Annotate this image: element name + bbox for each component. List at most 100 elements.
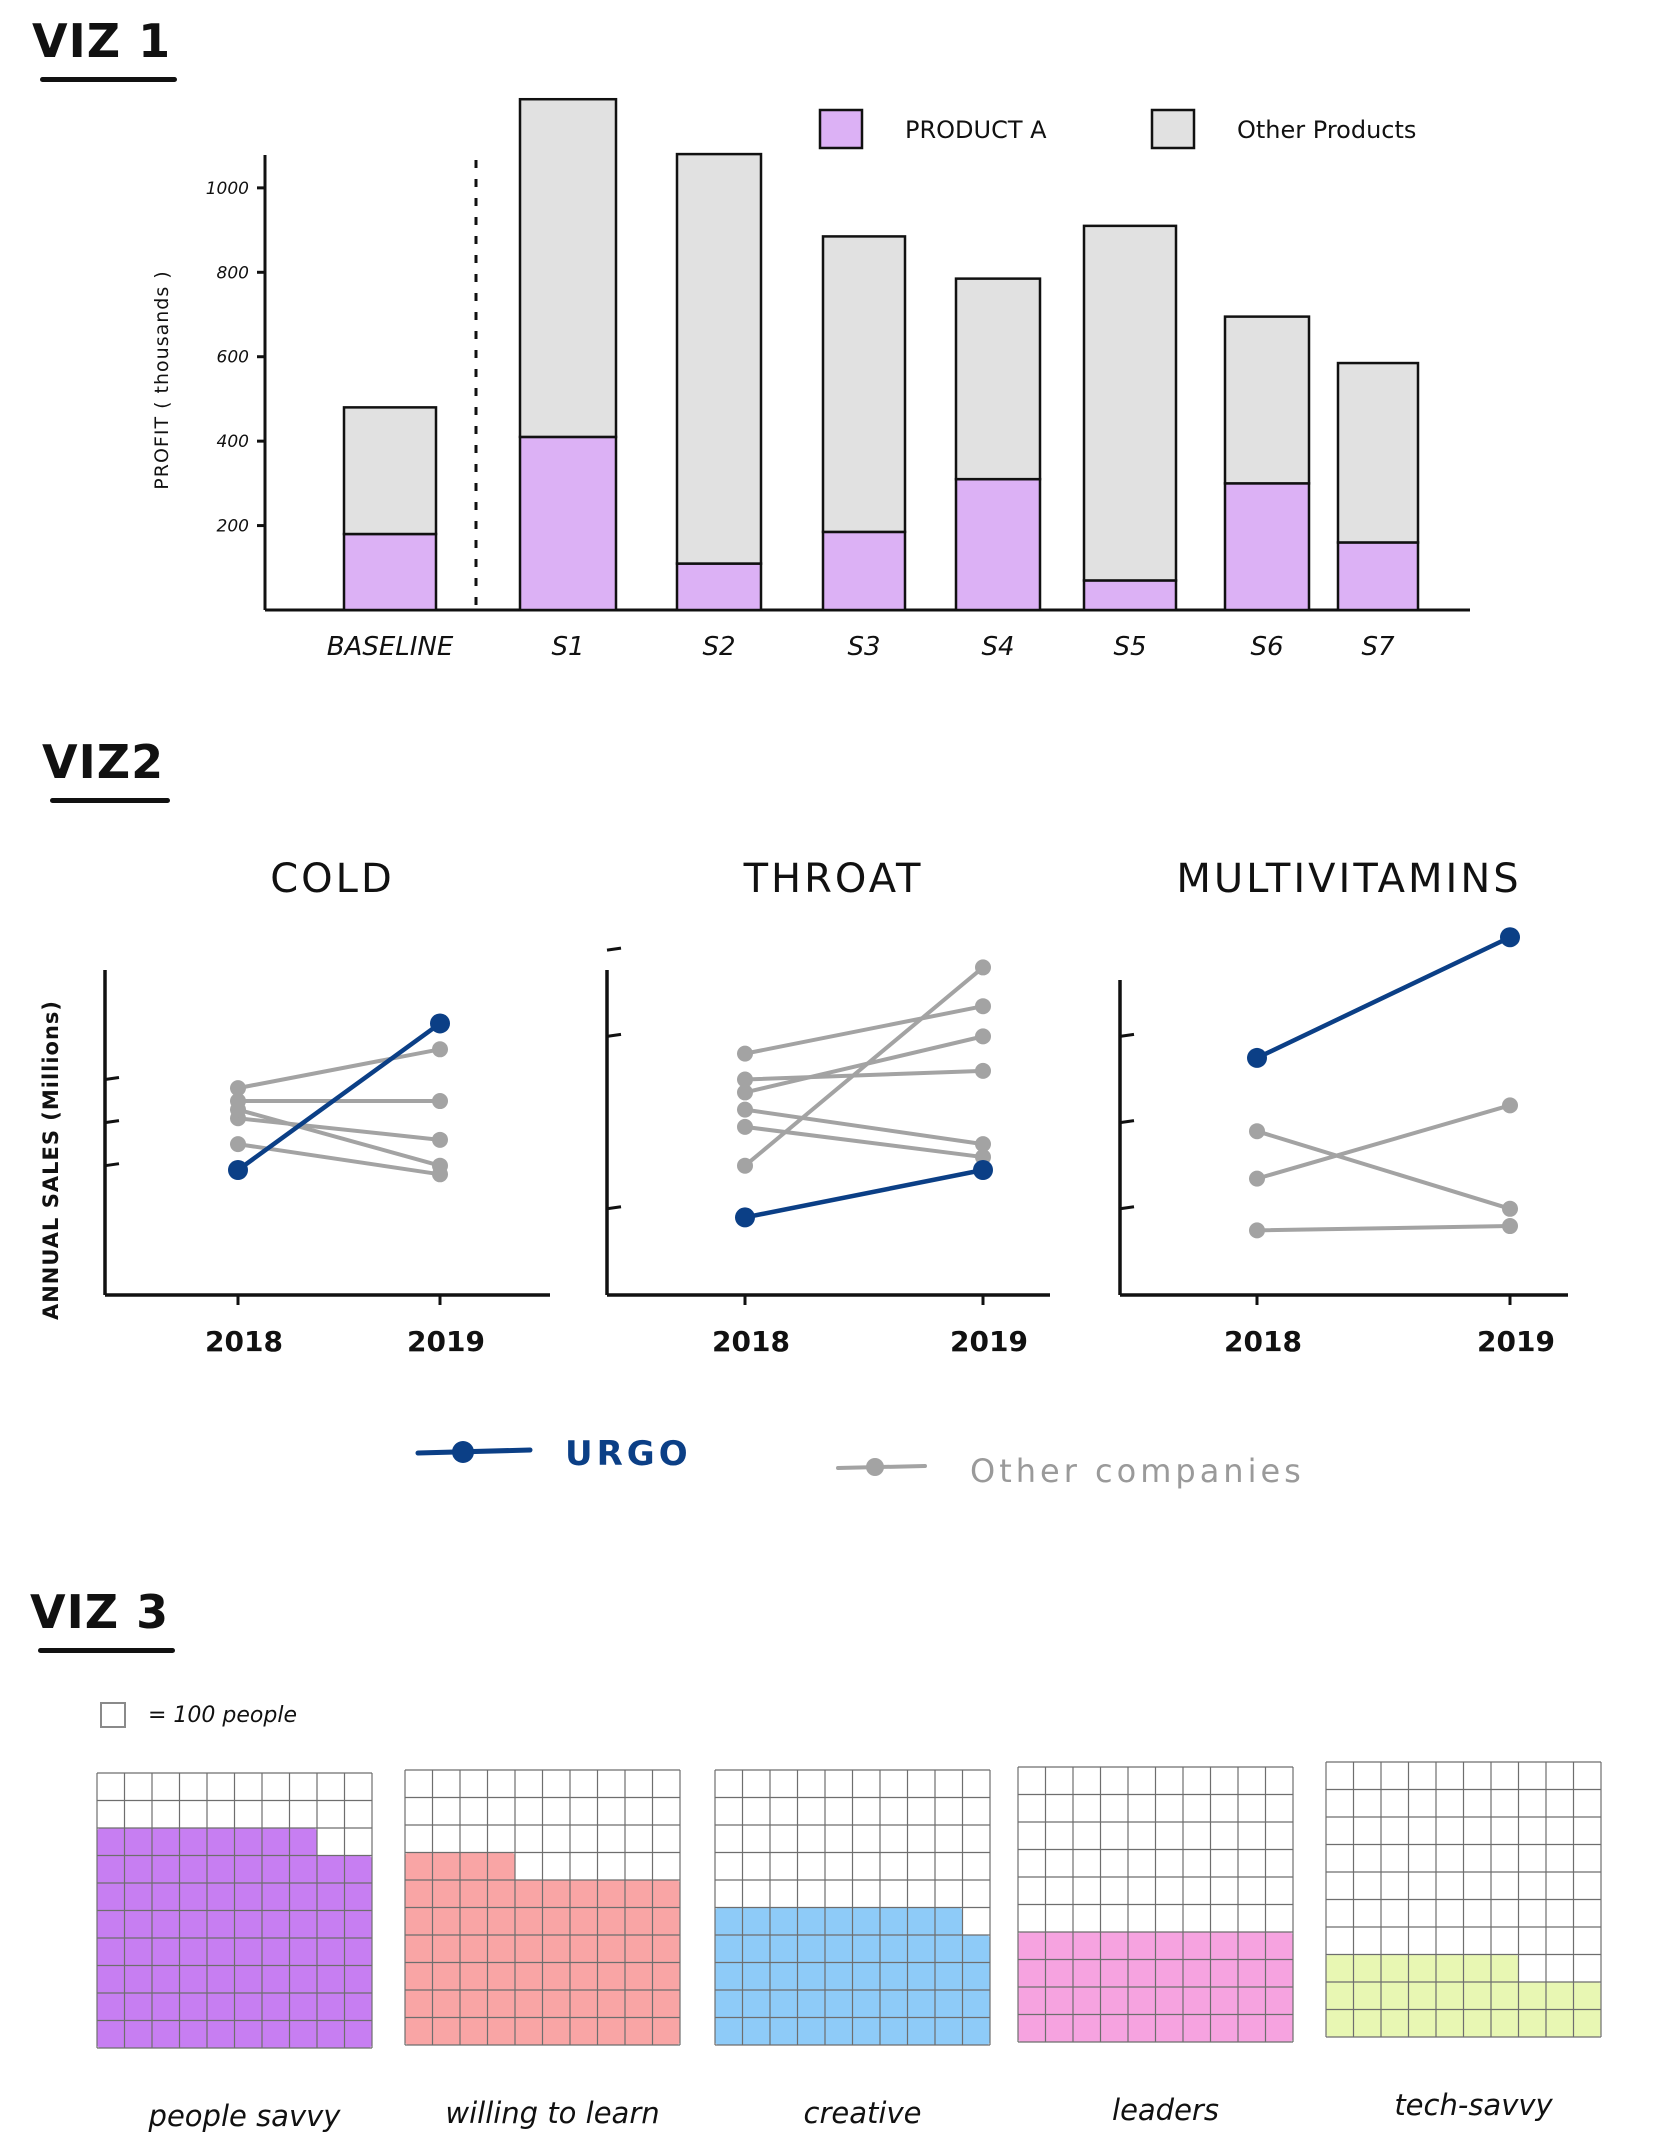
bar-other-products-s5 — [1082, 224, 1178, 582]
legend-label-other-products: Other Products — [1237, 116, 1416, 144]
line-throat-urgo — [742, 1167, 986, 1220]
bar-other-products-s1 — [518, 97, 618, 439]
line-cold-other-4 — [236, 1107, 442, 1168]
line-cold-other-2 — [236, 1116, 442, 1142]
y-tick-label: 1000 — [206, 179, 249, 199]
x-tick-label: S4 — [981, 632, 1014, 662]
line-throat-other-5 — [743, 965, 985, 1168]
legend-label-urgo: URGO — [565, 1434, 692, 1474]
legend-marker-urgo — [452, 1441, 474, 1463]
legend-swatch-product-a — [818, 108, 864, 150]
y-tick — [1119, 1032, 1135, 1038]
line-cold-other-0 — [236, 1047, 442, 1091]
y-tick — [606, 1032, 622, 1038]
x-tick-label: S2 — [702, 632, 735, 662]
point-throat-other-3-2018 — [737, 1118, 753, 1135]
point-throat-other-0-2019 — [975, 998, 991, 1015]
waffle-label-people-savvy: people savvy — [148, 2099, 342, 2133]
bar-other-products-s4 — [954, 277, 1042, 481]
point-cold-other-0-2018 — [230, 1080, 246, 1097]
point-multivitamins-urgo-2019 — [1500, 927, 1520, 948]
line-multivitamins-other-2 — [1255, 1224, 1512, 1233]
x-tick-label: S3 — [847, 632, 880, 662]
y-tick — [104, 1162, 120, 1168]
title-underline — [40, 77, 178, 82]
title-underline — [50, 798, 171, 803]
viz2-title: VIZ2 — [42, 735, 171, 803]
line-throat-other-4 — [743, 1068, 985, 1082]
line-multivitamins-other-1 — [1255, 1103, 1512, 1181]
x-tick-label: S1 — [551, 632, 584, 662]
point-cold-other-1-2019 — [432, 1093, 448, 1110]
bar-product-a-s2 — [675, 562, 763, 612]
bar-product-a-s5 — [1082, 579, 1178, 612]
waffle-fill-partial-creative — [715, 1907, 963, 1939]
y-axis-label: ANNUAL SALES (Millions) — [39, 1000, 63, 1320]
point-throat-urgo-2019 — [973, 1160, 993, 1180]
viz2-slope-charts: COLD 2018 2019 THROAT 2018 2019 MULTIVITAMINS 2… — [39, 856, 1568, 1490]
point-throat-other-4-2019 — [975, 1062, 991, 1079]
y-tick-label: 800 — [217, 263, 249, 283]
line-throat-other-0 — [743, 1004, 985, 1056]
point-multivitamins-other-2-2018 — [1249, 1222, 1265, 1239]
y-tick-label: 600 — [217, 348, 249, 368]
panel-title-throat: THROAT — [743, 856, 924, 902]
viz1-bar-chart: 200 400 600 800 1000 PROFIT ( thousands ) BASE… — [151, 97, 1470, 662]
y-tick-label: 200 — [217, 517, 249, 537]
waffle-creative — [714, 1769, 991, 2046]
x-tick-label: S5 — [1113, 632, 1146, 662]
legend-line-urgo — [415, 1447, 533, 1456]
panel-title-cold: COLD — [270, 856, 395, 902]
bar-other-products-s3 — [821, 235, 907, 534]
waffle-key-square — [100, 1702, 126, 1728]
bar-product-a-s4 — [954, 477, 1042, 612]
y-tick — [104, 1075, 120, 1081]
legend-label-product-a: PRODUCT A — [905, 116, 1047, 144]
bar-product-a-s6 — [1223, 482, 1311, 612]
y-tick — [1119, 1205, 1135, 1211]
viz1-title: VIZ 1 — [32, 14, 178, 82]
x-tick-label: 2018 — [205, 1325, 283, 1358]
line-throat-other-3 — [743, 1124, 985, 1160]
point-throat-other-1-2019 — [975, 1028, 991, 1045]
point-multivitamins-other-0-2018 — [1249, 1123, 1265, 1140]
bar-product-a-s3 — [821, 530, 907, 612]
legend-swatch-other-products — [1150, 108, 1196, 150]
bar-other-products-s6 — [1223, 315, 1311, 485]
point-throat-other-5-2019 — [975, 959, 991, 976]
panel-title-multivitamins: MULTIVITAMINS — [1176, 856, 1521, 902]
point-cold-other-3-2018 — [230, 1136, 246, 1153]
x-tick-label: 2019 — [407, 1325, 485, 1358]
waffle-label-willing-to-learn: willing to learn — [445, 2096, 659, 2130]
x-tick-label: 2018 — [712, 1325, 790, 1358]
point-throat-other-2-2019 — [975, 1136, 991, 1153]
bar-product-a-baseline — [342, 532, 438, 612]
point-cold-other-0-2019 — [432, 1041, 448, 1058]
waffle-key: = 100 people — [100, 1702, 297, 1728]
point-multivitamins-other-1-2018 — [1249, 1170, 1265, 1187]
point-cold-other-4-2019 — [432, 1157, 448, 1174]
point-throat-other-1-2018 — [737, 1084, 753, 1101]
point-throat-other-5-2018 — [737, 1157, 753, 1174]
bar-product-a-s7 — [1336, 541, 1420, 612]
point-multivitamins-other-0-2019 — [1502, 1200, 1518, 1217]
waffle-label-tech-savvy: tech-savvy — [1394, 2088, 1553, 2122]
legend-label-others: Other companies — [970, 1452, 1305, 1490]
x-tick-label: BASELINE — [327, 632, 454, 662]
point-throat-other-0-2018 — [737, 1045, 753, 1062]
waffle-tech-savvy — [1325, 1761, 1602, 2038]
x-tick-label: 2018 — [1224, 1325, 1302, 1358]
legend-marker-others — [866, 1458, 884, 1476]
bar-other-products-baseline — [342, 406, 438, 536]
line-multivitamins-other-0 — [1255, 1129, 1512, 1211]
waffle-leaders — [1017, 1766, 1294, 2043]
waffle-label-leaders: leaders — [1112, 2093, 1219, 2127]
bar-product-a-s1 — [518, 435, 618, 612]
y-tick — [606, 1205, 622, 1211]
waffle-key-label: = 100 people — [148, 1702, 297, 1728]
point-throat-other-4-2018 — [737, 1071, 753, 1088]
bar-other-products-s2 — [675, 152, 763, 565]
waffle-people-savvy — [96, 1772, 373, 2049]
y-tick-label: 400 — [217, 432, 249, 452]
line-cold-urgo — [235, 1021, 443, 1173]
